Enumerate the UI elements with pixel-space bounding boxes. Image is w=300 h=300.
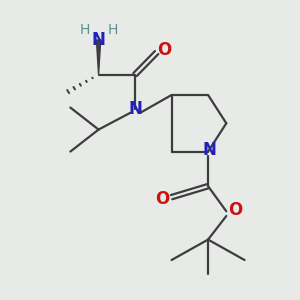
Text: H: H <box>107 23 118 37</box>
Polygon shape <box>96 40 101 75</box>
Text: O: O <box>157 41 171 59</box>
Text: O: O <box>229 201 243 219</box>
Text: H: H <box>80 23 90 37</box>
Text: N: N <box>203 141 217 159</box>
Text: O: O <box>155 190 169 208</box>
Text: N: N <box>92 31 106 49</box>
Text: N: N <box>128 100 142 118</box>
